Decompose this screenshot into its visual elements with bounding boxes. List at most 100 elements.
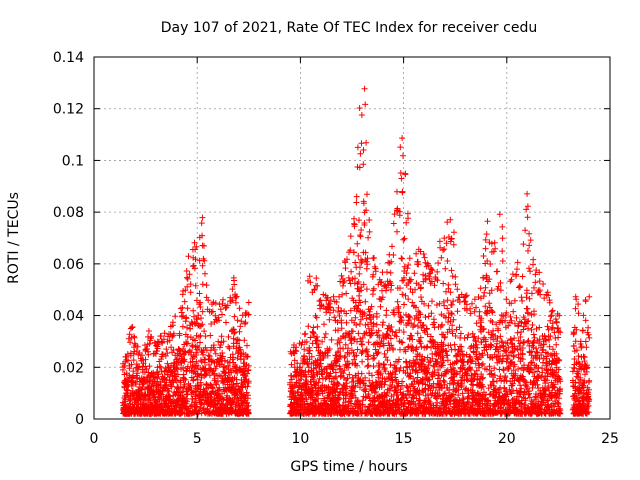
- data-point: [417, 311, 424, 318]
- data-point: [342, 395, 349, 402]
- data-point: [537, 291, 544, 298]
- data-point: [187, 289, 194, 296]
- data-point: [436, 238, 443, 245]
- data-point: [440, 341, 447, 348]
- data-point: [530, 339, 537, 346]
- data-point: [382, 354, 389, 361]
- data-point: [572, 338, 579, 345]
- data-point: [192, 256, 199, 263]
- data-point: [479, 326, 486, 333]
- data-point: [495, 283, 502, 290]
- data-point: [399, 188, 406, 195]
- data-point: [193, 365, 200, 372]
- data-point: [347, 247, 354, 254]
- data-point: [225, 333, 232, 340]
- data-point: [354, 362, 360, 369]
- data-point: [365, 362, 372, 369]
- data-point: [429, 298, 435, 305]
- data-point: [471, 389, 478, 396]
- data-point: [420, 251, 427, 257]
- data-point: [511, 335, 518, 342]
- data-point: [425, 313, 432, 320]
- data-point: [502, 396, 509, 403]
- data-point: [448, 267, 455, 274]
- data-point: [339, 282, 346, 289]
- data-point: [519, 356, 526, 363]
- data-point: [421, 356, 428, 363]
- data-point: [495, 327, 502, 334]
- data-point: [456, 324, 463, 331]
- data-point: [373, 321, 380, 328]
- data-point: [418, 343, 425, 350]
- data-point: [197, 339, 203, 346]
- data-point: [245, 410, 252, 417]
- data-point: [513, 271, 520, 278]
- data-point: [527, 268, 534, 275]
- data-point: [381, 381, 388, 388]
- data-point: [547, 313, 554, 320]
- data-point: [487, 400, 494, 407]
- data-point: [423, 325, 430, 332]
- data-point: [220, 296, 226, 303]
- data-point: [449, 392, 456, 399]
- data-point: [120, 364, 127, 371]
- data-point: [377, 303, 384, 310]
- data-point: [148, 333, 155, 340]
- data-point: [398, 338, 405, 345]
- data-point: [197, 304, 204, 310]
- data-point: [194, 376, 201, 383]
- data-point: [244, 370, 251, 377]
- data-point: [186, 384, 193, 390]
- data-point: [342, 334, 349, 341]
- data-point: [502, 374, 509, 381]
- data-point: [397, 144, 404, 151]
- data-point: [177, 305, 184, 312]
- data-point: [526, 394, 533, 401]
- data-point: [451, 229, 457, 236]
- data-point: [183, 274, 190, 281]
- data-point: [212, 312, 219, 319]
- data-point: [536, 269, 543, 276]
- data-point: [442, 333, 448, 340]
- data-point: [169, 319, 176, 326]
- data-point: [522, 227, 529, 234]
- data-point: [306, 344, 313, 351]
- data-point: [471, 333, 478, 340]
- data-point: [357, 384, 363, 391]
- data-point: [399, 378, 406, 385]
- data-point: [447, 216, 454, 223]
- data-point: [186, 271, 193, 278]
- data-point: [388, 383, 395, 390]
- data-point: [169, 333, 176, 340]
- data-point: [574, 370, 581, 377]
- data-point: [125, 335, 132, 342]
- data-point: [340, 333, 347, 340]
- data-point: [510, 380, 516, 387]
- data-point: [444, 297, 451, 304]
- data-point: [468, 381, 475, 388]
- data-point: [403, 219, 410, 226]
- data-point: [158, 368, 165, 374]
- data-point: [479, 392, 486, 399]
- data-point: [555, 366, 562, 373]
- data-point: [539, 369, 546, 376]
- data-point: [345, 364, 352, 371]
- data-point: [186, 347, 193, 354]
- data-point: [196, 290, 203, 297]
- data-point: [341, 367, 348, 374]
- data-point: [364, 261, 371, 268]
- data-point: [424, 365, 431, 372]
- data-point: [525, 318, 532, 324]
- data-point: [508, 349, 514, 356]
- data-point: [415, 390, 422, 397]
- data-point: [367, 316, 374, 323]
- data-point: [398, 175, 405, 182]
- data-point: [582, 338, 589, 345]
- data-point: [225, 362, 232, 369]
- data-point: [354, 346, 361, 353]
- data-point: [417, 284, 424, 291]
- data-point: [342, 392, 349, 399]
- data-point: [202, 333, 209, 340]
- data-point: [242, 319, 249, 326]
